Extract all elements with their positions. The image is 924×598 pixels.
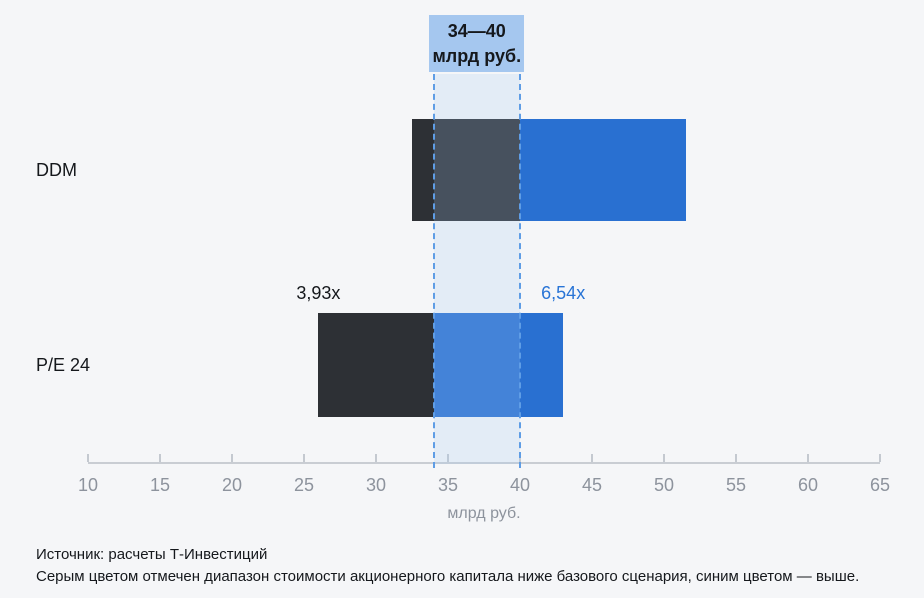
x-axis-tick-50 — [663, 454, 665, 462]
bar-p-e-24-above-base — [433, 313, 564, 417]
x-axis-tick-45 — [591, 454, 593, 462]
legend-note: Серым цветом отмечен диапазон стоимости … — [36, 568, 860, 585]
annotation-p-e-24-high: 6,54x — [541, 283, 586, 303]
x-axis-tick-label-30: 30 — [365, 475, 387, 495]
x-axis-tick-label-60: 60 — [797, 475, 819, 495]
band-range-label-line-2: млрд руб. — [432, 45, 522, 66]
x-axis-tick-10 — [87, 454, 89, 462]
band-range-label: 34—40 млрд руб. — [429, 15, 525, 72]
band-line-right — [519, 74, 521, 468]
x-axis-tick-label-65: 65 — [869, 475, 891, 495]
x-axis-tick-55 — [735, 454, 737, 462]
x-axis-tick-label-45: 45 — [581, 475, 603, 495]
x-axis-tick-65 — [879, 454, 881, 462]
x-axis-tick-20 — [231, 454, 233, 462]
x-axis-tick-label-50: 50 — [653, 475, 675, 495]
x-axis-tick-label-10: 10 — [77, 475, 99, 495]
annotation-p-e-24-low: 3,93x — [296, 283, 341, 303]
row-label-p-e-24: P/E 24 — [36, 355, 91, 375]
footnotes: Источник: расчеты Т-Инвестиций Серым цве… — [36, 544, 859, 588]
x-axis-tick-15 — [159, 454, 161, 462]
x-axis-tick-label-55: 55 — [725, 475, 747, 495]
x-axis-line — [88, 462, 880, 464]
x-axis-tick-label-15: 15 — [149, 475, 171, 495]
bar-p-e-24-below-base — [318, 313, 434, 417]
band-range-label-line-1: 34—40 — [447, 20, 506, 41]
x-axis-tick-35 — [447, 454, 449, 462]
x-axis-tick-25 — [303, 454, 305, 462]
x-axis-tick-label-35: 35 — [437, 475, 459, 495]
x-axis-title: млрд руб. — [447, 505, 521, 522]
bar-ddm-below-base — [412, 119, 520, 221]
x-axis-tick-30 — [375, 454, 377, 462]
x-axis-tick-label-25: 25 — [293, 475, 315, 495]
x-axis-tick-60 — [807, 454, 809, 462]
x-axis-tick-label-20: 20 — [221, 475, 243, 495]
x-axis-tick-label-40: 40 — [509, 475, 531, 495]
row-label-ddm: DDM — [36, 160, 77, 180]
source-note: Источник: расчеты Т-Инвестиций — [36, 546, 268, 563]
base-scenario-band — [433, 74, 520, 464]
bar-ddm-above-base — [520, 119, 686, 221]
band-line-left — [432, 74, 435, 468]
